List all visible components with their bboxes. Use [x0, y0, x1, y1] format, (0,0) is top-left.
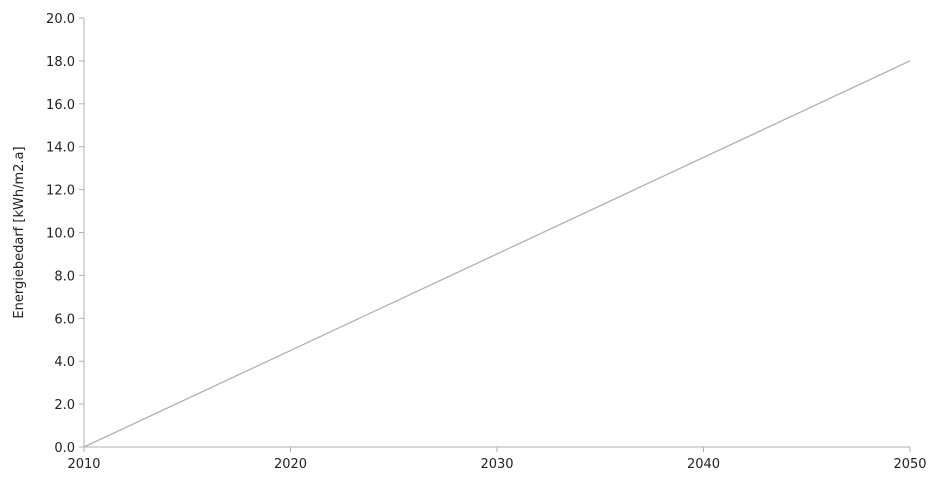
y-axis-title: Energiebedarf [kWh/m2.a] — [12, 146, 27, 318]
y-tick-label: 20.0 — [46, 12, 75, 27]
y-tick-label: 10.0 — [46, 227, 75, 242]
x-tick-label: 2010 — [67, 457, 100, 472]
y-axis-ticks: 0.0 2.0 4.0 6.0 8.0 10.0 12.0 14.0 16.0 18.0 20.0 — [46, 12, 84, 456]
y-tick-label: 4.0 — [54, 355, 75, 370]
x-tick-label: 2040 — [687, 457, 720, 472]
y-tick-label: 8.0 — [54, 269, 75, 284]
y-tick-label: 18.0 — [46, 55, 75, 70]
plot-area: 0.02.04.06.08.010.012.014.016.018.020.0 … — [46, 12, 927, 472]
y-tick-label: 6.0 — [54, 312, 75, 327]
x-tick-label: 2050 — [893, 457, 926, 472]
y-tick-label: 2.0 — [54, 398, 75, 413]
y-tick-label: 16.0 — [46, 98, 75, 113]
y-tick-label: 0.0 — [54, 441, 75, 456]
series-line — [83, 60, 911, 448]
y-tick-label: 14.0 — [46, 141, 75, 156]
x-axis-ticks: 2010 2020 2030 2040 2050 — [67, 447, 927, 472]
series-layer — [83, 60, 911, 448]
y-tick-label: 12.0 — [46, 184, 75, 199]
x-tick-label: 2020 — [274, 457, 307, 472]
x-tick-label: 2030 — [480, 457, 513, 472]
